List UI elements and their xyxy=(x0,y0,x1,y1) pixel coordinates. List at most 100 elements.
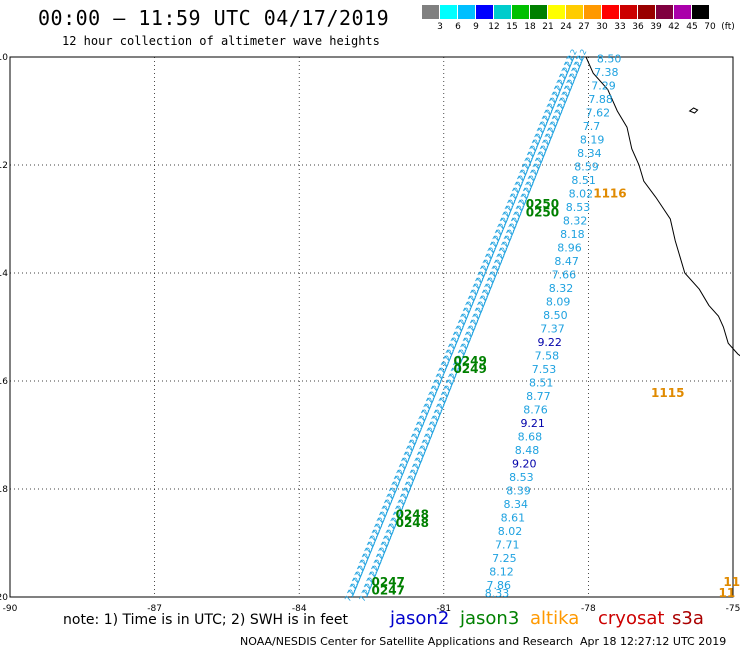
swh-value: 8.02 xyxy=(569,187,594,200)
legend-label: 45 xyxy=(686,22,698,32)
legend-label: 33 xyxy=(614,22,626,32)
legend-s3a: s3a xyxy=(672,608,704,629)
legend-label: (ft) xyxy=(721,22,735,32)
x-tick-label: -87 xyxy=(147,604,162,614)
swh-value: 8.50 xyxy=(597,52,622,65)
credit-line: NOAA/NESDIS Center for Satellite Applica… xyxy=(240,635,574,648)
pass-time-label: 0249 xyxy=(453,362,486,376)
legend-label: 9 xyxy=(473,22,479,32)
swh-value: 7.37 xyxy=(540,322,565,335)
legend-label: 42 xyxy=(668,22,680,32)
legend-label: 70 xyxy=(704,22,716,32)
swh-value: 8.61 xyxy=(501,511,526,524)
swh-value: 8.18 xyxy=(560,228,585,241)
swh-value: 8.39 xyxy=(506,484,530,497)
legend-swatch xyxy=(692,5,709,19)
swh-value: 8.34 xyxy=(577,147,602,160)
swh-value: 7.86 xyxy=(486,579,511,592)
y-tick-label: -12 xyxy=(0,161,8,171)
legend-altika: altika xyxy=(530,608,580,629)
legend-swatch xyxy=(638,5,655,19)
legend-swatch xyxy=(494,5,511,19)
y-tick-label: -14 xyxy=(0,269,8,279)
swh-value: 8.32 xyxy=(563,214,588,227)
swh-value: 7.25 xyxy=(492,552,517,565)
swh-value: 8.19 xyxy=(580,133,605,146)
pass-time-label: 0248 xyxy=(396,508,429,522)
swh-value: 7.66 xyxy=(552,268,577,281)
swh-value: 9.20 xyxy=(512,457,537,470)
pass-time-label: 0250 xyxy=(526,205,559,219)
swh-value: 7.71 xyxy=(495,538,520,551)
swh-value: 8.51 xyxy=(529,376,554,389)
legend-cryosat: cryosat xyxy=(598,608,665,629)
swh-value: 8.12 xyxy=(489,565,513,578)
legend-swatch xyxy=(584,5,601,19)
legend-label: 15 xyxy=(506,22,518,32)
legend-label: 24 xyxy=(560,22,572,32)
legend-swatch xyxy=(620,5,637,19)
y-tick-label: -18 xyxy=(0,485,8,495)
x-tick-label: -84 xyxy=(292,604,307,614)
pass-time-label: 1116 xyxy=(593,186,626,200)
swh-value: 7.88 xyxy=(588,93,613,106)
swh-labels: 8.507.387.297.887.627.78.198.348.598.518… xyxy=(485,52,622,600)
legend-swatch xyxy=(674,5,691,19)
lake-outline xyxy=(688,107,699,114)
map-subtitle: 12 hour collection of altimeter wave hei… xyxy=(62,34,380,48)
legend-label: 39 xyxy=(650,22,662,32)
pass-time-label: 1115 xyxy=(651,386,684,400)
legend-swatch xyxy=(656,5,673,19)
axis-ticks: -90 -87 -84 -81 -78 -75 -10 -12 -14 -16 -18 -20 xyxy=(0,53,740,614)
swh-value: 8.96 xyxy=(557,241,582,254)
legend-label: 21 xyxy=(542,22,554,32)
swh-value: 8.59 xyxy=(574,160,599,173)
swh-value: 7.62 xyxy=(586,106,611,119)
swh-value: 7.7 xyxy=(583,120,601,133)
ascending-track xyxy=(366,56,585,598)
legend-label: 6 xyxy=(455,22,461,32)
swh-value: 7.58 xyxy=(535,349,560,362)
pass-time-label: 0248 xyxy=(396,516,429,530)
legend-swatch xyxy=(602,5,619,19)
legend-swatch xyxy=(566,5,583,19)
legend-swatch xyxy=(548,5,565,19)
y-tick-label: -20 xyxy=(0,593,8,603)
swh-value: 8.53 xyxy=(509,471,534,484)
satellite-tracks: 7.27.27.27.27.27.27.27.27.27.27.27.27.27… xyxy=(343,48,588,603)
peru-coastline xyxy=(585,56,740,357)
legend-swatch xyxy=(422,5,439,19)
swh-value: 7.38 xyxy=(594,66,619,79)
y-tick-label: -16 xyxy=(0,377,8,387)
map-title: 00:00 – 11:59 UTC 04/17/2019 xyxy=(38,6,390,30)
swh-value: 8.77 xyxy=(526,390,551,403)
swh-value: 8.51 xyxy=(571,174,596,187)
map-frame xyxy=(9,56,734,598)
swh-value: 8.02 xyxy=(498,525,522,538)
legend-swatch xyxy=(458,5,475,19)
legend-label: 18 xyxy=(524,22,536,32)
swh-value: 9.21 xyxy=(520,417,545,430)
footer-note: note: 1) Time is in UTC; 2) SWH is in fe… xyxy=(63,612,349,628)
x-tick-label: -81 xyxy=(436,604,451,614)
swh-value: 8.09 xyxy=(546,295,571,308)
legend-label: 36 xyxy=(632,22,644,32)
swh-value: 7.53 xyxy=(532,363,557,376)
swh-value: 8.76 xyxy=(523,403,548,416)
swh-value: 8.34 xyxy=(503,498,528,511)
legend-label: 3 xyxy=(437,22,443,32)
swh-value: 8.48 xyxy=(515,444,540,457)
pass-time-label: 0250 xyxy=(526,197,559,211)
legend-label: 12 xyxy=(488,22,500,32)
legend-label: 30 xyxy=(596,22,608,32)
swh-value: 8.47 xyxy=(554,255,579,268)
legend-swatch xyxy=(476,5,493,19)
pass-time-label: 0247 xyxy=(372,583,405,597)
graticule xyxy=(10,57,733,597)
legend-swatch xyxy=(512,5,529,19)
swh-value: 7.29 xyxy=(591,79,616,92)
y-tick-label: -10 xyxy=(0,53,8,63)
legend-label: 27 xyxy=(578,22,590,32)
x-tick-label: -90 xyxy=(3,604,18,614)
